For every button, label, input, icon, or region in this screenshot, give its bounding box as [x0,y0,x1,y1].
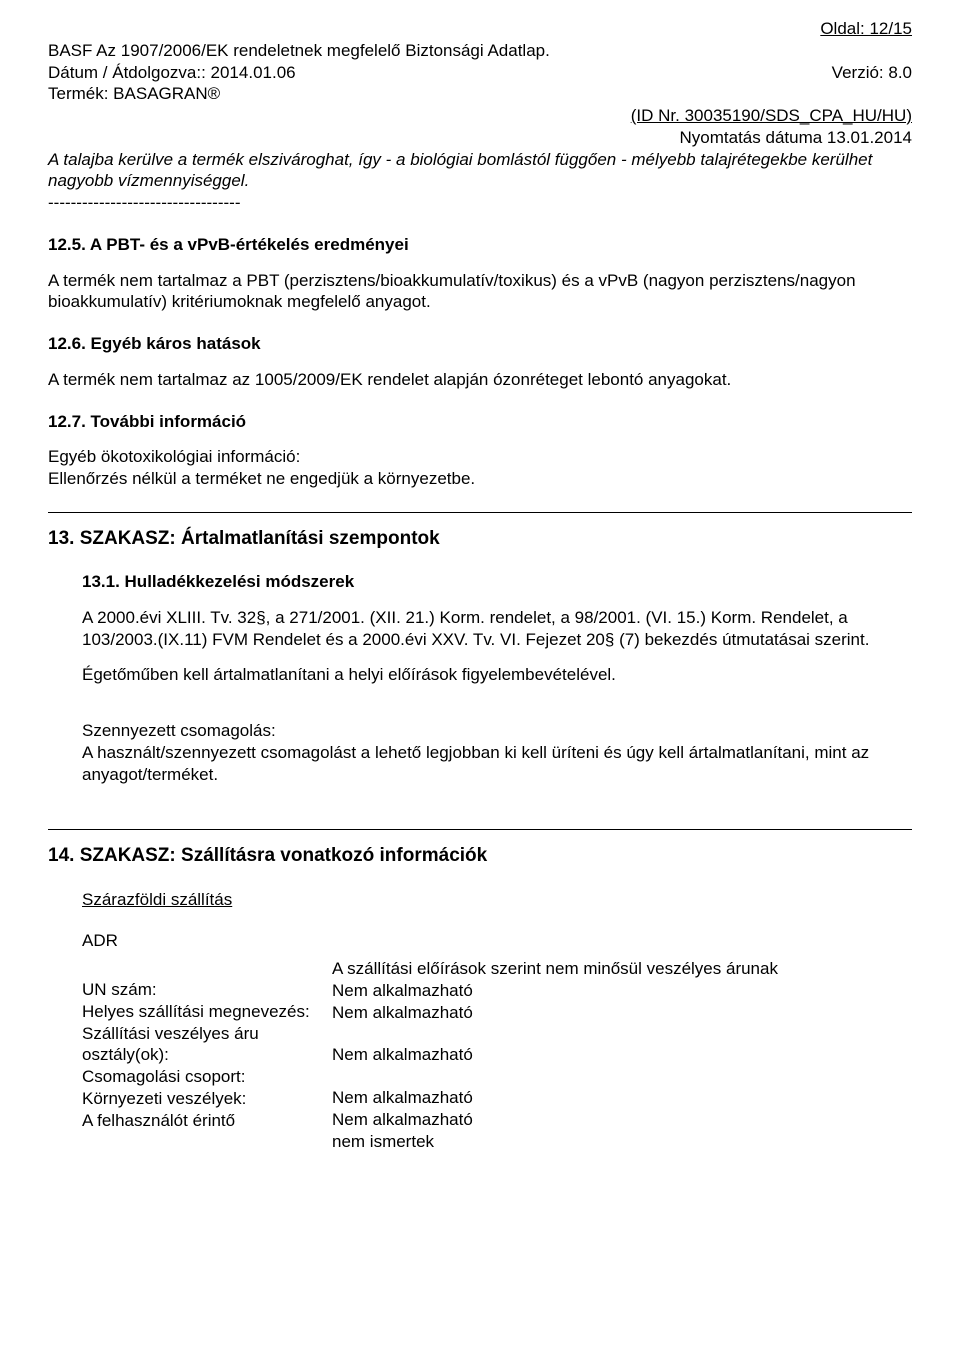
heading-14: 14. SZAKASZ: Szállításra vonatkozó infor… [48,844,912,868]
heading-12-5: 12.5. A PBT- és a vPvB-értékelés eredmén… [48,234,912,256]
table-row: Nem alkalmazható [332,1002,912,1024]
divider-2 [48,829,912,830]
table-row: Nem alkalmazható [332,1087,912,1109]
print-date: Nyomtatás dátuma 13.01.2014 [48,127,912,149]
doc-title: BASF Az 1907/2006/EK rendeletnek megfele… [48,40,912,62]
table-row-blank [332,1066,912,1087]
packaging-title: Szennyezett csomagolás: [82,720,912,742]
table-row-blank [332,1023,912,1044]
line1-12-7: Egyéb ökotoxikológiai információ: [48,446,912,468]
para-13-1b: Égetőműben kell ártalmatlanítani a helyi… [82,664,912,686]
table-row: Környezeti veszélyek: [82,1088,332,1110]
land-transport-title: Szárazföldi szállítás [82,889,912,911]
line2-12-7: Ellenőrzés nélkül a terméket ne engedjük… [48,468,912,490]
heading-13: 13. SZAKASZ: Ártalmatlanítási szempontok [48,527,912,551]
table-row: Csomagolási csoport: [82,1066,332,1088]
body-12-6: A termék nem tartalmaz az 1005/2009/EK r… [48,369,912,391]
intro-note: A talajba kerülve a termék elszivároghat… [48,149,912,193]
para-13-1a: A 2000.évi XLIII. Tv. 32§, a 271/2001. (… [82,607,912,651]
packaging-body: A használt/szennyezett csomagolást a leh… [82,742,912,786]
id-number: (ID Nr. 30035190/SDS_CPA_HU/HU) [48,105,912,127]
heading-12-7: 12.7. További információ [48,411,912,433]
table-row: UN szám: [82,979,332,1001]
body-12-5: A termék nem tartalmaz a PBT (perziszten… [48,270,912,314]
transport-table: UN szám: Helyes szállítási megnevezés: S… [82,958,912,1152]
adr-label: ADR [82,930,912,952]
product-label: Termék: BASAGRAN® [48,83,912,105]
table-row: nem ismertek [332,1131,912,1153]
heading-13-1: 13.1. Hulladékkezelési módszerek [82,571,912,593]
table-row: Helyes szállítási megnevezés: [82,1001,332,1023]
table-row-blank [82,958,332,979]
divider-1 [48,512,912,513]
version-label: Verzió: 8.0 [832,62,912,84]
table-row: Nem alkalmazható [332,980,912,1002]
page-container: Oldal: 12/15 BASF Az 1907/2006/EK rendel… [0,0,960,1345]
page-number-label: Oldal: 12/15 [48,18,912,40]
table-row: Nem alkalmazható [332,1044,912,1066]
revision-date: Dátum / Átdolgozva:: 2014.01.06 [48,62,296,84]
table-row: A felhasználót érintő [82,1110,332,1132]
heading-12-6: 12.6. Egyéb káros hatások [48,333,912,355]
dash-divider: ---------------------------------- [48,192,912,214]
non-hazard-note: A szállítási előírások szerint nem minős… [332,958,912,980]
table-row: Szállítási veszélyes áru osztály(ok): [82,1023,332,1067]
table-row: Nem alkalmazható [332,1109,912,1131]
